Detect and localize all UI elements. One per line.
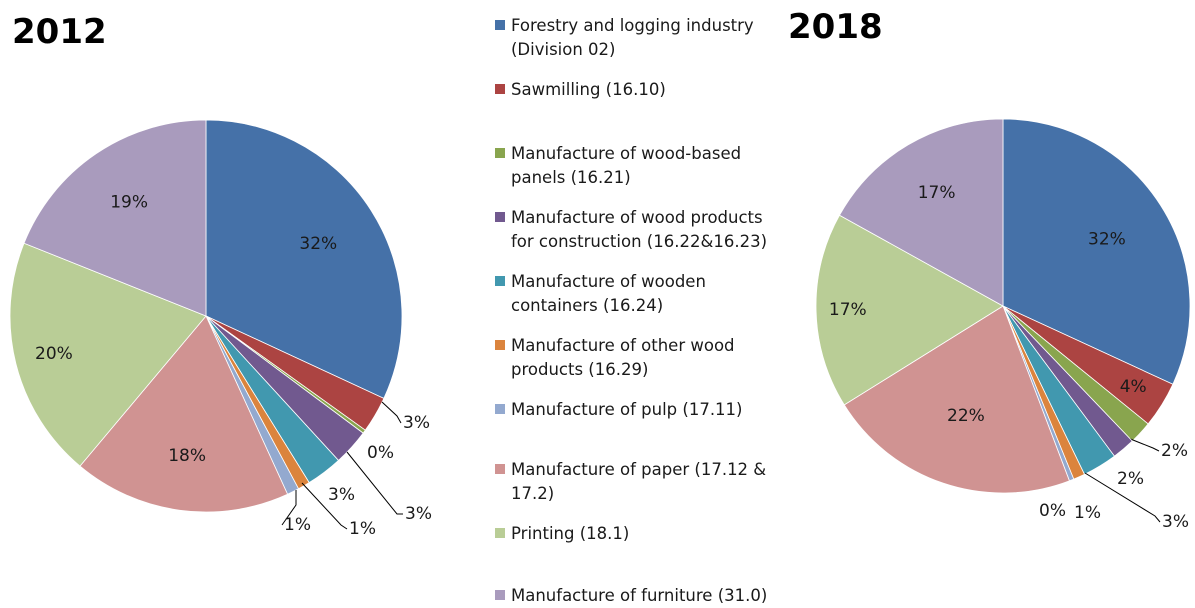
- leader-line: [281, 490, 297, 526]
- legend-item: Manufacture of wooden containers (16.24): [495, 270, 786, 318]
- pie-slice: [1002, 118, 1191, 385]
- pie-2018: 32% 4% 2% 2% 3% 1% 0% 22% 17% 17%: [815, 118, 1191, 532]
- legend-item: Manufacture of paper (17.12 & 17.2): [495, 458, 786, 506]
- leader-line: [1127, 437, 1160, 452]
- legend-label: Manufacture of paper (17.12 & 17.2): [511, 460, 767, 503]
- legend-label: Printing (18.1): [511, 524, 630, 543]
- chart-title-2018: 2018: [788, 7, 883, 47]
- slice-percent-label: 1%: [1074, 503, 1101, 523]
- pie-slice: [9, 242, 207, 467]
- slice-percent-label: 2%: [1117, 469, 1144, 489]
- pie-slice: [205, 119, 403, 399]
- slice-percent-label: 3%: [1162, 512, 1189, 532]
- slice-percent-label: 2%: [1161, 441, 1188, 461]
- legend-item: Manufacture of wood-based panels (16.21): [495, 142, 786, 190]
- legend-item: Manufacture of furniture (31.0): [495, 584, 786, 608]
- legend-item: Manufacture of pulp (17.11): [495, 398, 786, 422]
- legend-label: Manufacture of wood-based panels (16.21): [511, 144, 742, 187]
- pie-slice: [838, 118, 1004, 307]
- slice-percent-label: 17%: [829, 300, 867, 320]
- legend-label: Manufacture of wood products for constru…: [511, 208, 767, 251]
- legend-item: Sawmilling (16.10): [495, 78, 786, 102]
- slice-percent-label: 22%: [947, 406, 985, 426]
- legend-item: Manufacture of wood products for constru…: [495, 206, 786, 254]
- legend-swatch: [495, 528, 505, 538]
- slice-percent-label: 0%: [1039, 501, 1066, 521]
- slice-percent-label: 0%: [367, 443, 394, 463]
- leader-line: [1084, 472, 1161, 523]
- leader-line: [346, 451, 403, 515]
- legend-label: Manufacture of other wood products (16.2…: [511, 336, 735, 379]
- slice-percent-label: 1%: [284, 515, 311, 535]
- chart-title-2012: 2012: [12, 12, 107, 52]
- pie-slice: [79, 315, 289, 513]
- legend-label: Forestry and logging industry (Division …: [511, 16, 754, 59]
- legend-label: Sawmilling (16.10): [511, 80, 666, 99]
- slice-percent-label: 4%: [1120, 377, 1147, 397]
- legend-swatch: [495, 590, 505, 600]
- pie-slice: [23, 119, 207, 317]
- legend-swatch: [495, 276, 505, 286]
- slice-percent-label: 32%: [299, 234, 337, 254]
- legend-swatch: [495, 340, 505, 350]
- legend-swatch: [495, 20, 505, 30]
- slice-percent-label: 3%: [403, 413, 430, 433]
- pie-2012: 32% 3% 0% 3% 3% 1% 1% 18% 20% 19%: [9, 119, 432, 539]
- slice-percent-label: 3%: [405, 504, 432, 524]
- slice-percent-label: 18%: [168, 446, 206, 466]
- slice-percent-label: 19%: [110, 192, 148, 212]
- slice-percent-label: 1%: [349, 519, 376, 539]
- slice-percent-label: 3%: [328, 485, 355, 505]
- legend-swatch: [495, 404, 505, 414]
- legend-swatch: [495, 464, 505, 474]
- slice-percent-label: 20%: [35, 344, 73, 364]
- legend-label: Manufacture of pulp (17.11): [511, 400, 743, 419]
- legend-item: Printing (18.1): [495, 522, 786, 546]
- legend-label: Manufacture of furniture (31.0): [511, 586, 768, 605]
- legend-swatch: [495, 148, 505, 158]
- slice-percent-label: 32%: [1088, 230, 1126, 250]
- legend-label: Manufacture of wooden containers (16.24): [511, 272, 706, 315]
- legend-swatch: [495, 84, 505, 94]
- legend-item: Manufacture of other wood products (16.2…: [495, 334, 786, 382]
- slice-percent-label: 17%: [918, 183, 956, 203]
- legend-swatch: [495, 212, 505, 222]
- pie-slice: [815, 214, 1004, 406]
- pie-slice: [843, 305, 1070, 494]
- leader-line: [301, 482, 348, 530]
- leader-line: [381, 401, 402, 424]
- legend-item: Forestry and logging industry (Division …: [495, 14, 786, 62]
